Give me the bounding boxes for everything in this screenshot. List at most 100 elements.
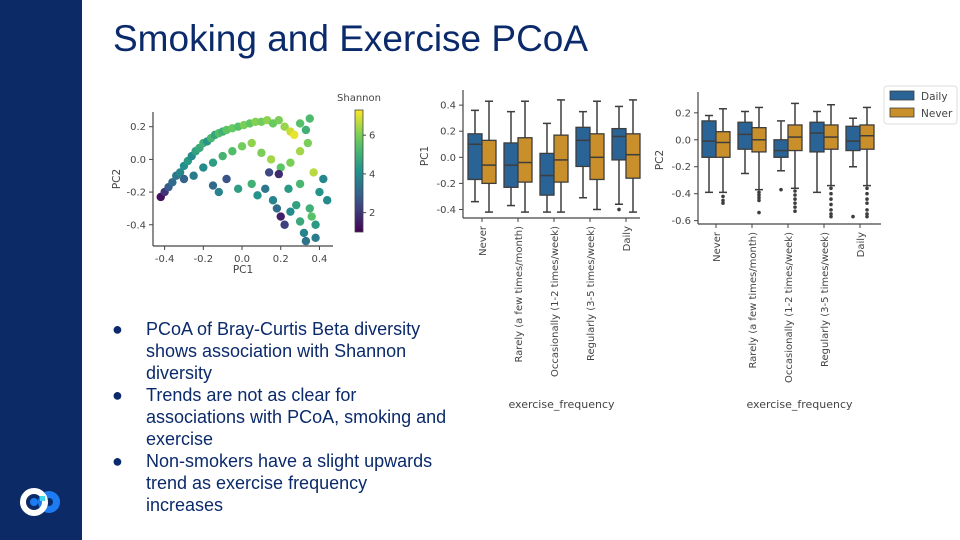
y-tick-label: -0.2 — [436, 179, 456, 190]
outlier-point — [779, 187, 783, 192]
x-tick-label: 0.4 — [311, 254, 327, 265]
scatter-point — [189, 171, 198, 180]
y-axis-title: PC1 — [419, 146, 431, 166]
scatter-point — [286, 158, 295, 167]
y-tick-label: -0.2 — [126, 188, 146, 199]
scatter-point — [315, 187, 324, 197]
outlier-point — [757, 210, 761, 215]
scatter-point — [261, 184, 270, 194]
x-tick-label: Never — [712, 231, 723, 262]
scatter-point — [247, 179, 256, 189]
y-tick-label: 0.0 — [130, 155, 146, 166]
outlier-point — [829, 186, 833, 191]
y-tick-label: 0.2 — [675, 108, 691, 119]
box-daily — [575, 110, 591, 199]
scatter-point — [218, 151, 227, 161]
box-never — [787, 102, 803, 214]
bullet-list: ● PCoA of Bray-Curtis Beta diversity show… — [108, 318, 448, 516]
box-iqr — [737, 121, 753, 150]
x-axis-title: PC1 — [233, 264, 253, 276]
colorbar-tick-label: 6 — [369, 131, 375, 142]
box-never — [751, 106, 767, 215]
scatter-point — [276, 212, 285, 221]
outlier-point — [829, 191, 833, 196]
scatter-point — [311, 220, 320, 229]
outlier-point — [793, 197, 797, 201]
scatter-point — [295, 217, 305, 226]
y-tick-label: 0.2 — [130, 122, 146, 133]
box-never — [553, 99, 569, 213]
box-daily — [737, 110, 753, 175]
scatter-point — [228, 147, 237, 156]
bullet-text: Non-smokers have a slight upwards trend … — [146, 451, 433, 515]
box-never — [715, 108, 731, 205]
outlier-point — [865, 201, 869, 205]
box-daily — [845, 117, 861, 219]
scatter-point — [168, 178, 177, 187]
scatter-point — [305, 204, 314, 213]
box-daily — [773, 120, 789, 192]
bullet-text: PCoA of Bray-Curtis Beta diversity shows… — [146, 319, 421, 383]
scatter-point — [208, 158, 218, 167]
x-tick-label: Daily — [856, 232, 867, 257]
y-axis-title: PC2 — [654, 150, 666, 170]
scatter-point — [264, 168, 274, 177]
outlier-point — [757, 190, 761, 195]
scatter-point — [299, 228, 309, 238]
scatter-point — [175, 168, 185, 177]
y-tick-label: 0.0 — [440, 153, 456, 164]
outlier-point — [829, 212, 833, 216]
boxplot-chart-pc1: 0.4 0.2 0.0 -0.2 -0.4 Never Rarely (a few time… — [419, 90, 641, 411]
brand-logo-icon — [20, 488, 60, 516]
x-axis-title: exercise_frequency — [746, 398, 853, 411]
scatter-point — [199, 163, 208, 172]
x-tick-label: Daily — [622, 226, 633, 251]
outlier-point — [865, 186, 869, 191]
scatter-point — [251, 117, 260, 127]
x-tick-label: -0.2 — [194, 254, 214, 265]
box-never — [517, 100, 533, 213]
box-iqr — [539, 152, 555, 196]
box-never — [859, 106, 875, 219]
outlier-point — [793, 193, 797, 197]
box-iqr — [611, 127, 627, 161]
x-tick-label: Rarely (a few times/month) — [514, 226, 525, 363]
outlier-point — [829, 202, 833, 207]
outlier-point — [793, 209, 797, 214]
bullet-icon: ● — [112, 319, 123, 339]
scatter-point — [286, 207, 295, 216]
scatter-point — [295, 147, 305, 156]
scatter-point — [280, 122, 289, 131]
box-daily — [809, 110, 825, 194]
scatter-point — [268, 196, 278, 205]
x-tick-label: Regularly (3-5 times/week) — [820, 232, 831, 367]
scatter-point — [276, 163, 285, 172]
y-tick-label: -0.4 — [436, 205, 456, 216]
scatter-point — [295, 179, 305, 189]
legend: Daily Never — [883, 85, 958, 125]
box-never — [625, 99, 641, 213]
scatter-point — [272, 204, 282, 213]
scatter-point — [237, 142, 247, 151]
outlier-point — [865, 212, 869, 216]
scatter-point — [247, 138, 256, 148]
outlier-point — [829, 208, 833, 212]
outlier-point — [865, 197, 869, 201]
outlier-point — [757, 195, 761, 200]
box-daily — [467, 109, 483, 203]
outlier-point — [721, 194, 725, 199]
x-tick-label: Occasionally (1-2 times/week) — [550, 226, 561, 377]
box-never — [589, 100, 605, 211]
box-never — [823, 103, 839, 219]
bullet-text: Trends are not as clear for associations… — [146, 385, 447, 449]
x-tick-label: 0.2 — [273, 254, 289, 265]
bullet-item: ● Non-smokers have a slight upwards trend… — [108, 450, 448, 516]
scatter-point — [305, 114, 314, 123]
legend-swatch — [889, 107, 915, 118]
box-iqr — [481, 139, 497, 185]
x-axis-title: exercise_frequency — [508, 398, 615, 411]
scatter-point — [290, 130, 299, 140]
scatter-point — [301, 236, 311, 246]
x-tick-label: Never — [478, 225, 489, 256]
box-iqr — [575, 126, 591, 168]
